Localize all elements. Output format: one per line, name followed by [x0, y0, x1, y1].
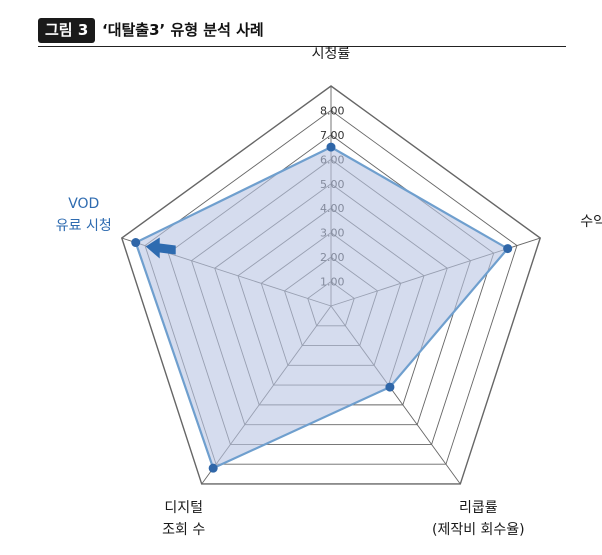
data-point: [385, 382, 395, 392]
axis-label: 시청률: [312, 46, 351, 62]
radar-series: [131, 142, 513, 473]
data-point: [208, 463, 218, 473]
axis-label: 리쿱률: [459, 500, 498, 516]
figure-title: ‘대탈출3’ 유형 분석 사례: [102, 21, 264, 39]
radar-annotations: [145, 237, 176, 259]
axis-label: (제작비 회수율): [432, 522, 525, 538]
axis-label: 디지털: [164, 500, 203, 516]
axis-label: VOD: [68, 196, 99, 212]
tick-label: 8.00: [320, 104, 345, 117]
grid-ring: [120, 85, 542, 485]
figure-header: 그림 3 ‘대탈출3’ 유형 분석 사례: [38, 18, 566, 47]
data-point: [131, 238, 141, 248]
axis-label: 유료 시청: [56, 218, 112, 234]
series-area: [134, 145, 510, 470]
highlight-arrow: [145, 237, 176, 259]
figure-number-badge: 그림 3: [38, 18, 96, 43]
data-point: [326, 142, 336, 152]
axis-label: 조회 수: [162, 522, 205, 538]
data-point: [503, 244, 513, 254]
axis-label: 수익: [580, 214, 602, 230]
tick-label: 7.00: [320, 129, 345, 142]
